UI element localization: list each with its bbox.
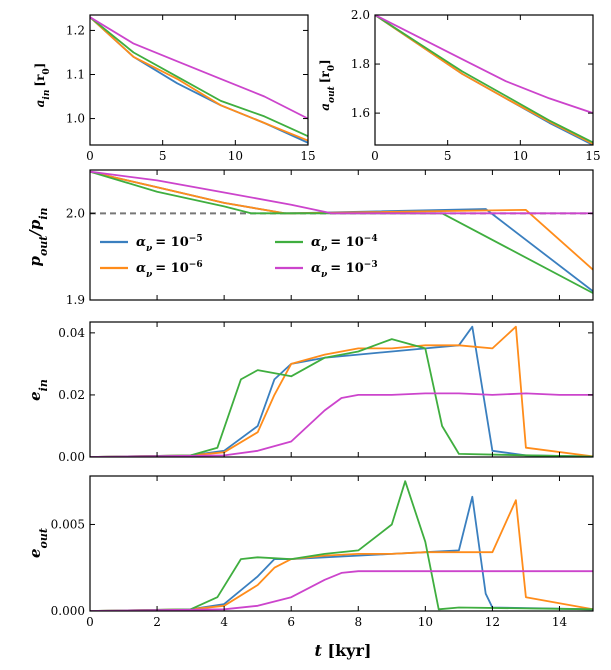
plot-frame: [89, 321, 594, 458]
series-line-a4: [90, 480, 593, 611]
series-line-a5: [90, 495, 593, 611]
legend-label-a3: αν = 10−3: [311, 260, 378, 280]
legend-label-a4: αν = 10−4: [311, 234, 378, 254]
x-tick-label: 2: [153, 615, 161, 629]
series-line-a5: [90, 325, 593, 457]
y-tick-label: 2.0: [351, 8, 370, 22]
series-line-a3: [90, 570, 593, 611]
x-tick-label: 0: [86, 149, 94, 163]
y-tick-label: 2.0: [66, 206, 85, 220]
panel-a-in: ain[r0] 1.2 1.1 1.0 0 5 10 15: [33, 14, 316, 163]
series-line-a6: [90, 499, 593, 611]
x-tick-label: 0: [371, 149, 379, 163]
series-line-a6: [90, 325, 593, 457]
x-tick-label: 5: [159, 149, 167, 163]
y-tick-label: 1.0: [66, 112, 85, 126]
plot-frame: [89, 475, 594, 612]
x-tick-label: 15: [585, 149, 600, 163]
plot-frame: [89, 169, 594, 301]
y-tick-label: 1.8: [351, 57, 370, 71]
y-tick-label: 0.04: [58, 326, 85, 340]
y-tick-label: 1.2: [66, 23, 85, 37]
series-line-a6: [90, 16, 308, 142]
series-line-a3: [90, 170, 593, 215]
series-line-a4: [90, 16, 308, 138]
panel-a-out: aout[r0] 2.0 1.8 1.6 0 5 10 15: [318, 8, 601, 163]
ylabel-a-out: aout[r0]: [318, 59, 337, 110]
y-tick-label: 1.6: [351, 106, 370, 120]
plot-frame: [374, 14, 594, 146]
x-tick-label: 8: [354, 615, 362, 629]
x-tick-label: 5: [444, 149, 452, 163]
legend: αν = 10−5 αν = 10−6 αν = 10−4 αν = 10−3: [100, 234, 378, 280]
y-tick-label: 0.005: [51, 517, 85, 531]
y-tick-label: 1.1: [66, 67, 85, 81]
ylabel-a-in: ain[r0]: [33, 63, 52, 108]
x-tick-label: 10: [418, 615, 433, 629]
series-line-a3: [90, 392, 593, 457]
ylabel-e-in: ein: [26, 379, 50, 401]
plot-frame: [89, 14, 309, 146]
x-tick-label: 15: [300, 149, 315, 163]
ylabel-period-ratio: pout/pin: [26, 207, 50, 266]
ylabel-e-out: eout: [26, 528, 50, 558]
x-tick-label: 0: [86, 615, 94, 629]
xlabel-time: t [kyr]: [315, 641, 372, 660]
y-tick-label: 0.02: [58, 388, 85, 402]
y-tick-label: 0.00: [58, 450, 85, 464]
x-tick-label: 12: [485, 615, 500, 629]
series-line-a3: [375, 15, 593, 114]
series-line-a3: [90, 16, 308, 120]
x-tick-label: 14: [552, 615, 568, 629]
panel-e-in: ein 0.04 0.02 0.00: [26, 321, 594, 464]
y-tick-label: 1.9: [66, 293, 85, 307]
x-tick-label: 10: [228, 149, 243, 163]
series-line-a4: [375, 15, 593, 144]
panel-period-ratio: pout/pin 2.01.9αν = 10−5αν = 10−6αν = 10−4α…: [26, 169, 594, 307]
series-line-a4: [90, 338, 593, 457]
x-tick-label: 10: [513, 149, 528, 163]
y-tick-label: 0.000: [51, 604, 85, 618]
x-tick-label: 6: [287, 615, 295, 629]
x-tick-label: 4: [220, 615, 228, 629]
legend-label-a6: αν = 10−6: [136, 260, 203, 280]
legend-label-a5: αν = 10−5: [136, 234, 203, 254]
